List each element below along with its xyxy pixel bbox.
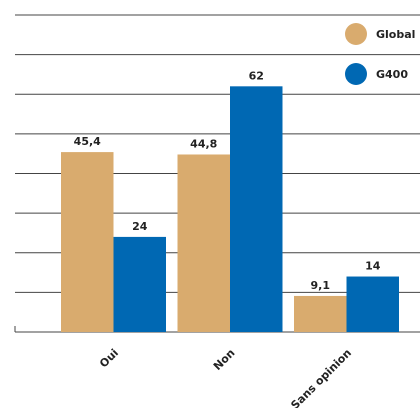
value-label: 14	[365, 260, 381, 273]
bar	[294, 295, 347, 332]
bar	[113, 236, 166, 332]
value-label: 62	[249, 69, 264, 82]
legend-label: G400	[376, 68, 408, 81]
value-label: 45,4	[74, 135, 101, 148]
value-label: 9,1	[311, 279, 331, 292]
legend-swatch	[345, 63, 367, 85]
value-label: 24	[132, 220, 148, 233]
x-tick-label: Non	[211, 346, 238, 373]
bar	[177, 154, 230, 332]
bar	[230, 86, 283, 332]
legend-label: Global	[376, 28, 415, 41]
value-label: 44,8	[190, 137, 217, 150]
bar	[61, 152, 114, 332]
x-tick-label: Sans opinion	[288, 346, 354, 408]
bar	[346, 276, 399, 332]
x-tick-label: Oui	[97, 346, 121, 370]
legend-swatch	[345, 23, 367, 45]
